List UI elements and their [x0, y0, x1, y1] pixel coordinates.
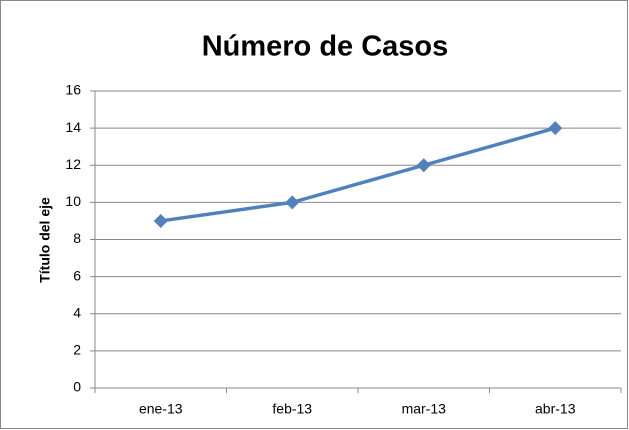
- marker: [548, 121, 563, 136]
- y-tick-label: 4: [73, 304, 81, 320]
- y-tick-label: 0: [73, 379, 81, 395]
- marker: [416, 158, 431, 173]
- marker: [153, 213, 168, 228]
- x-tick-label: mar-13: [402, 401, 447, 417]
- chart-title: Número de Casos: [202, 31, 449, 63]
- y-tick-label: 14: [65, 119, 81, 135]
- y-tick-label: 6: [73, 267, 81, 283]
- y-tick-label: 12: [65, 156, 81, 172]
- x-tick-label: feb-13: [272, 401, 312, 417]
- line: [160, 126, 556, 223]
- y-tick-label: 8: [73, 230, 81, 246]
- y-tick-label: 16: [65, 82, 81, 98]
- y-axis-title: Título del eje: [37, 197, 53, 283]
- y-tick-label: 10: [65, 193, 81, 209]
- y-tick-label: 2: [73, 342, 81, 358]
- x-tick-label: abr-13: [535, 401, 576, 417]
- marker: [285, 195, 300, 210]
- x-tick-label: ene-13: [139, 401, 183, 417]
